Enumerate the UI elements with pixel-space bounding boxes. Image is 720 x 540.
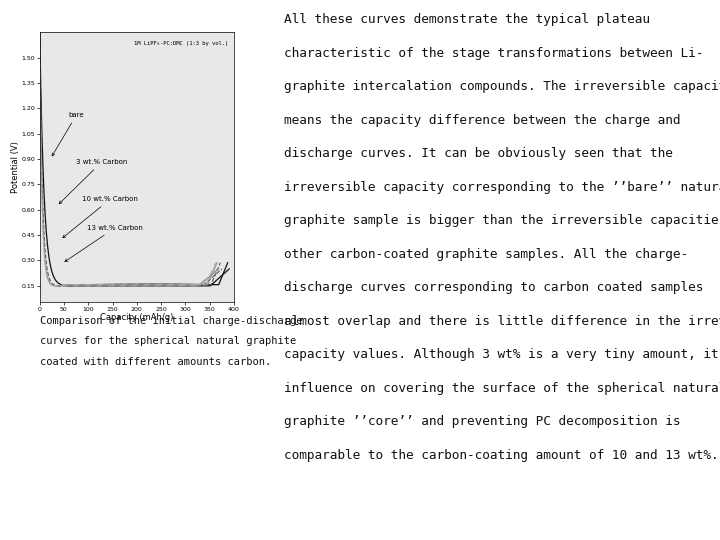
Text: almost overlap and there is little difference in the irreversible: almost overlap and there is little diffe… — [284, 315, 720, 328]
Text: discharge curves corresponding to carbon coated samples: discharge curves corresponding to carbon… — [284, 281, 703, 294]
Text: graphite ’’core’’ and preventing PC decomposition is: graphite ’’core’’ and preventing PC deco… — [284, 415, 681, 428]
Text: capacity values. Although 3 wt% is a very tiny amount, its: capacity values. Although 3 wt% is a ver… — [284, 348, 720, 361]
Text: 3 wt.% Carbon: 3 wt.% Carbon — [59, 159, 127, 204]
Text: discharge curves. It can be obviously seen that the: discharge curves. It can be obviously se… — [284, 147, 673, 160]
Text: 13 wt.% Carbon: 13 wt.% Carbon — [65, 225, 143, 261]
Text: curves for the spherical natural graphite: curves for the spherical natural graphit… — [40, 336, 296, 347]
Text: coated with different amounts carbon.: coated with different amounts carbon. — [40, 357, 271, 367]
Text: 1M LiPF₆-PC:DMC (1:3 by vol.): 1M LiPF₆-PC:DMC (1:3 by vol.) — [134, 40, 228, 45]
X-axis label: Capacity (mAh/g): Capacity (mAh/g) — [100, 313, 174, 322]
Text: All these curves demonstrate the typical plateau: All these curves demonstrate the typical… — [284, 14, 650, 26]
Text: influence on covering the surface of the spherical natural: influence on covering the surface of the… — [284, 382, 720, 395]
Text: characteristic of the stage transformations between Li-: characteristic of the stage transformati… — [284, 47, 703, 60]
Text: other carbon-coated graphite samples. All the charge-: other carbon-coated graphite samples. Al… — [284, 248, 688, 261]
Text: comparable to the carbon-coating amount of 10 and 13 wt%.: comparable to the carbon-coating amount … — [284, 449, 719, 462]
Text: graphite intercalation compounds. The irreversible capacity: graphite intercalation compounds. The ir… — [284, 80, 720, 93]
Text: bare: bare — [52, 112, 84, 156]
Y-axis label: Potential (V): Potential (V) — [12, 141, 20, 193]
Text: graphite sample is bigger than the irreversible capacities of: graphite sample is bigger than the irrev… — [284, 214, 720, 227]
Text: means the capacity difference between the charge and: means the capacity difference between th… — [284, 114, 681, 127]
Text: Comparison of the initial charge-discharge: Comparison of the initial charge-dischar… — [40, 316, 302, 326]
Text: irreversible capacity corresponding to the ’’bare’’ natural: irreversible capacity corresponding to t… — [284, 181, 720, 194]
Text: 10 wt.% Carbon: 10 wt.% Carbon — [63, 196, 138, 238]
